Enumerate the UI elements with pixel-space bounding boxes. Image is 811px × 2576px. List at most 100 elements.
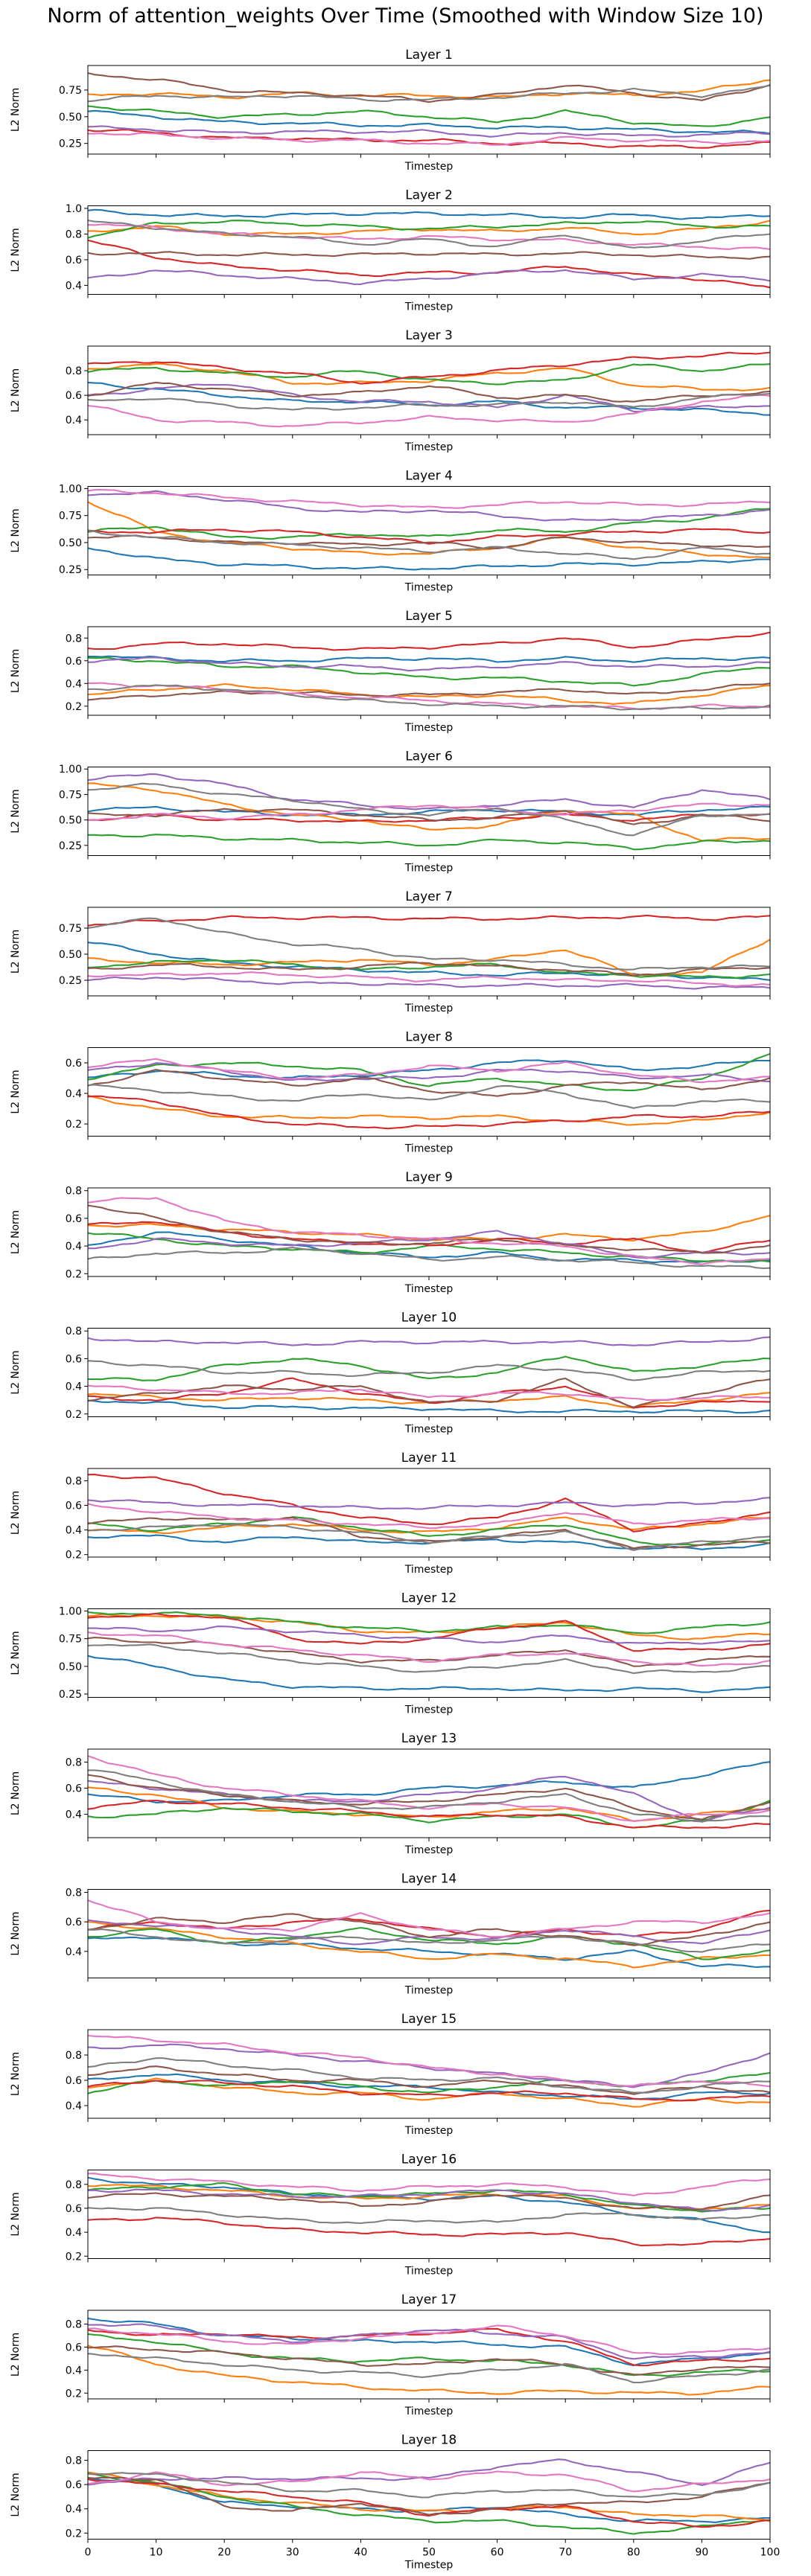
series-line xyxy=(88,109,770,135)
series-line xyxy=(88,2323,770,2360)
y-tick-label: 0.2 xyxy=(66,2528,82,2540)
series-line xyxy=(88,1230,770,1259)
subplot-title: Layer 15 xyxy=(401,2012,457,2027)
subplot-title: Layer 2 xyxy=(405,188,453,203)
series-line xyxy=(88,220,770,249)
series-line xyxy=(88,2073,770,2100)
x-tick-label: 50 xyxy=(422,2547,436,2559)
subplot-layer-9: Layer 9 0.2 0.4 0.6 0.8 Timestep L2 Norm xyxy=(10,1170,771,1295)
series-line xyxy=(88,2473,770,2535)
series-line xyxy=(88,362,770,391)
x-tick-label: 0 xyxy=(85,2547,92,2559)
subplot-layer-17: Layer 17 0.2 0.4 0.6 0.8 Timestep L2 Norm xyxy=(10,2292,771,2417)
subplot-title: Layer 17 xyxy=(401,2292,457,2307)
y-tick-label: 0.6 xyxy=(66,1500,82,1512)
subplot-layer-3: Layer 3 0.4 0.6 0.8 Timestep L2 Norm xyxy=(10,328,771,453)
subplot-layer-16: Layer 16 0.2 0.4 0.6 0.8 Timestep L2 Norm xyxy=(10,2152,771,2278)
series-line xyxy=(88,529,770,560)
series-line xyxy=(88,802,770,822)
y-tick-label: 0.4 xyxy=(66,2227,82,2239)
y-axis-label: L2 Norm xyxy=(10,1350,22,1394)
series-line xyxy=(88,1774,770,1821)
subplot-layer-18: Layer 18 0.2 0.4 0.6 0.8 0 10 20 30 40 50 60 70 80 90 1… xyxy=(10,2433,780,2572)
plot-frame xyxy=(87,205,771,295)
y-tick-label: 0.2 xyxy=(66,2388,82,2400)
x-axis-label: Timestep xyxy=(404,2560,454,2572)
x-axis-label: Timestep xyxy=(404,1143,454,1155)
y-tick-label: 0.6 xyxy=(66,1353,82,1365)
x-tick-label: 30 xyxy=(286,2547,299,2559)
series-line xyxy=(88,782,770,837)
y-tick-label: 0.6 xyxy=(66,656,82,668)
y-tick-label: 1.00 xyxy=(59,764,82,776)
series-line xyxy=(88,2327,770,2367)
series-group xyxy=(88,773,770,851)
series-line xyxy=(88,2173,770,2196)
series-line xyxy=(88,808,770,825)
y-tick-label: 0.25 xyxy=(59,975,82,987)
series-line xyxy=(88,125,770,138)
series-group xyxy=(88,1336,770,1414)
series-line xyxy=(88,490,770,522)
series-line xyxy=(88,976,770,990)
series-line xyxy=(88,508,770,540)
y-tick-label: 0.2 xyxy=(66,2251,82,2263)
y-tick-label: 0.6 xyxy=(66,255,82,266)
subplot-layer-7: Layer 7 0.25 0.50 0.75 Timestep L2 Norm xyxy=(10,889,771,1014)
plot-frame xyxy=(87,1608,771,1698)
series-line xyxy=(88,1643,770,1675)
y-tick-label: 1.0 xyxy=(66,203,82,215)
series-line xyxy=(88,939,770,977)
y-axis-label: L2 Norm xyxy=(10,930,22,974)
y-axis-label: L2 Norm xyxy=(10,1911,22,1955)
series-line xyxy=(88,1247,770,1270)
y-tick-label: 0.4 xyxy=(66,1088,82,1100)
y-tick-label: 0.50 xyxy=(59,112,82,124)
figure-title: Norm of attention_weights Over Time (Smo… xyxy=(47,4,764,28)
series-line xyxy=(88,1631,770,1667)
subplot-title: Layer 12 xyxy=(401,1591,457,1606)
series-line xyxy=(88,2478,770,2528)
y-axis-label: L2 Norm xyxy=(10,1771,22,1815)
y-tick-label: 0.6 xyxy=(66,2075,82,2087)
y-tick-label: 0.6 xyxy=(66,2342,82,2353)
series-line xyxy=(88,1503,770,1530)
series-line xyxy=(88,656,770,672)
x-axis-label: Timestep xyxy=(404,1003,454,1014)
series-line xyxy=(88,2345,770,2376)
y-axis-label: L2 Norm xyxy=(10,789,22,833)
x-axis-label: Timestep xyxy=(404,1704,454,1716)
y-tick-label: 0.75 xyxy=(59,789,82,801)
y-axis-label: L2 Norm xyxy=(10,1070,22,1113)
subplot-layer-1: Layer 1 0.25 0.50 0.75 Timestep L2 Norm xyxy=(10,48,771,173)
subplot-title: Layer 1 xyxy=(405,48,453,63)
series-line xyxy=(88,239,770,289)
y-tick-label: 0.2 xyxy=(66,1119,82,1131)
series-line xyxy=(88,2345,770,2396)
y-tick-label: 0.8 xyxy=(66,1186,82,1198)
series-line xyxy=(88,656,770,687)
series-line xyxy=(88,1920,770,1969)
y-tick-label: 0.4 xyxy=(66,1241,82,1253)
y-axis-label: L2 Norm xyxy=(10,1631,22,1675)
y-tick-label: 0.25 xyxy=(59,840,82,852)
y-tick-label: 0.4 xyxy=(66,280,82,292)
series-line xyxy=(88,1516,770,1535)
plot-frame xyxy=(87,2170,771,2259)
subplot-layer-11: Layer 11 0.2 0.4 0.6 0.8 Timestep L2 Norm xyxy=(10,1451,771,1576)
series-line xyxy=(88,683,770,701)
y-tick-label: 0.25 xyxy=(59,564,82,576)
y-tick-label: 0.4 xyxy=(66,1381,82,1393)
series-line xyxy=(88,2472,770,2499)
x-tick-label: 70 xyxy=(559,2547,572,2559)
x-axis-label: Timestep xyxy=(404,1564,454,1576)
y-tick-label: 0.8 xyxy=(66,633,82,645)
y-tick-label: 0.50 xyxy=(59,949,82,961)
y-tick-label: 0.75 xyxy=(59,923,82,935)
y-tick-label: 0.8 xyxy=(66,2179,82,2191)
y-tick-label: 0.6 xyxy=(66,1917,82,1928)
series-line xyxy=(88,1523,770,1551)
x-tick-label: 40 xyxy=(354,2547,367,2559)
x-axis-label: Timestep xyxy=(404,1844,454,1856)
series-group xyxy=(88,1197,770,1270)
